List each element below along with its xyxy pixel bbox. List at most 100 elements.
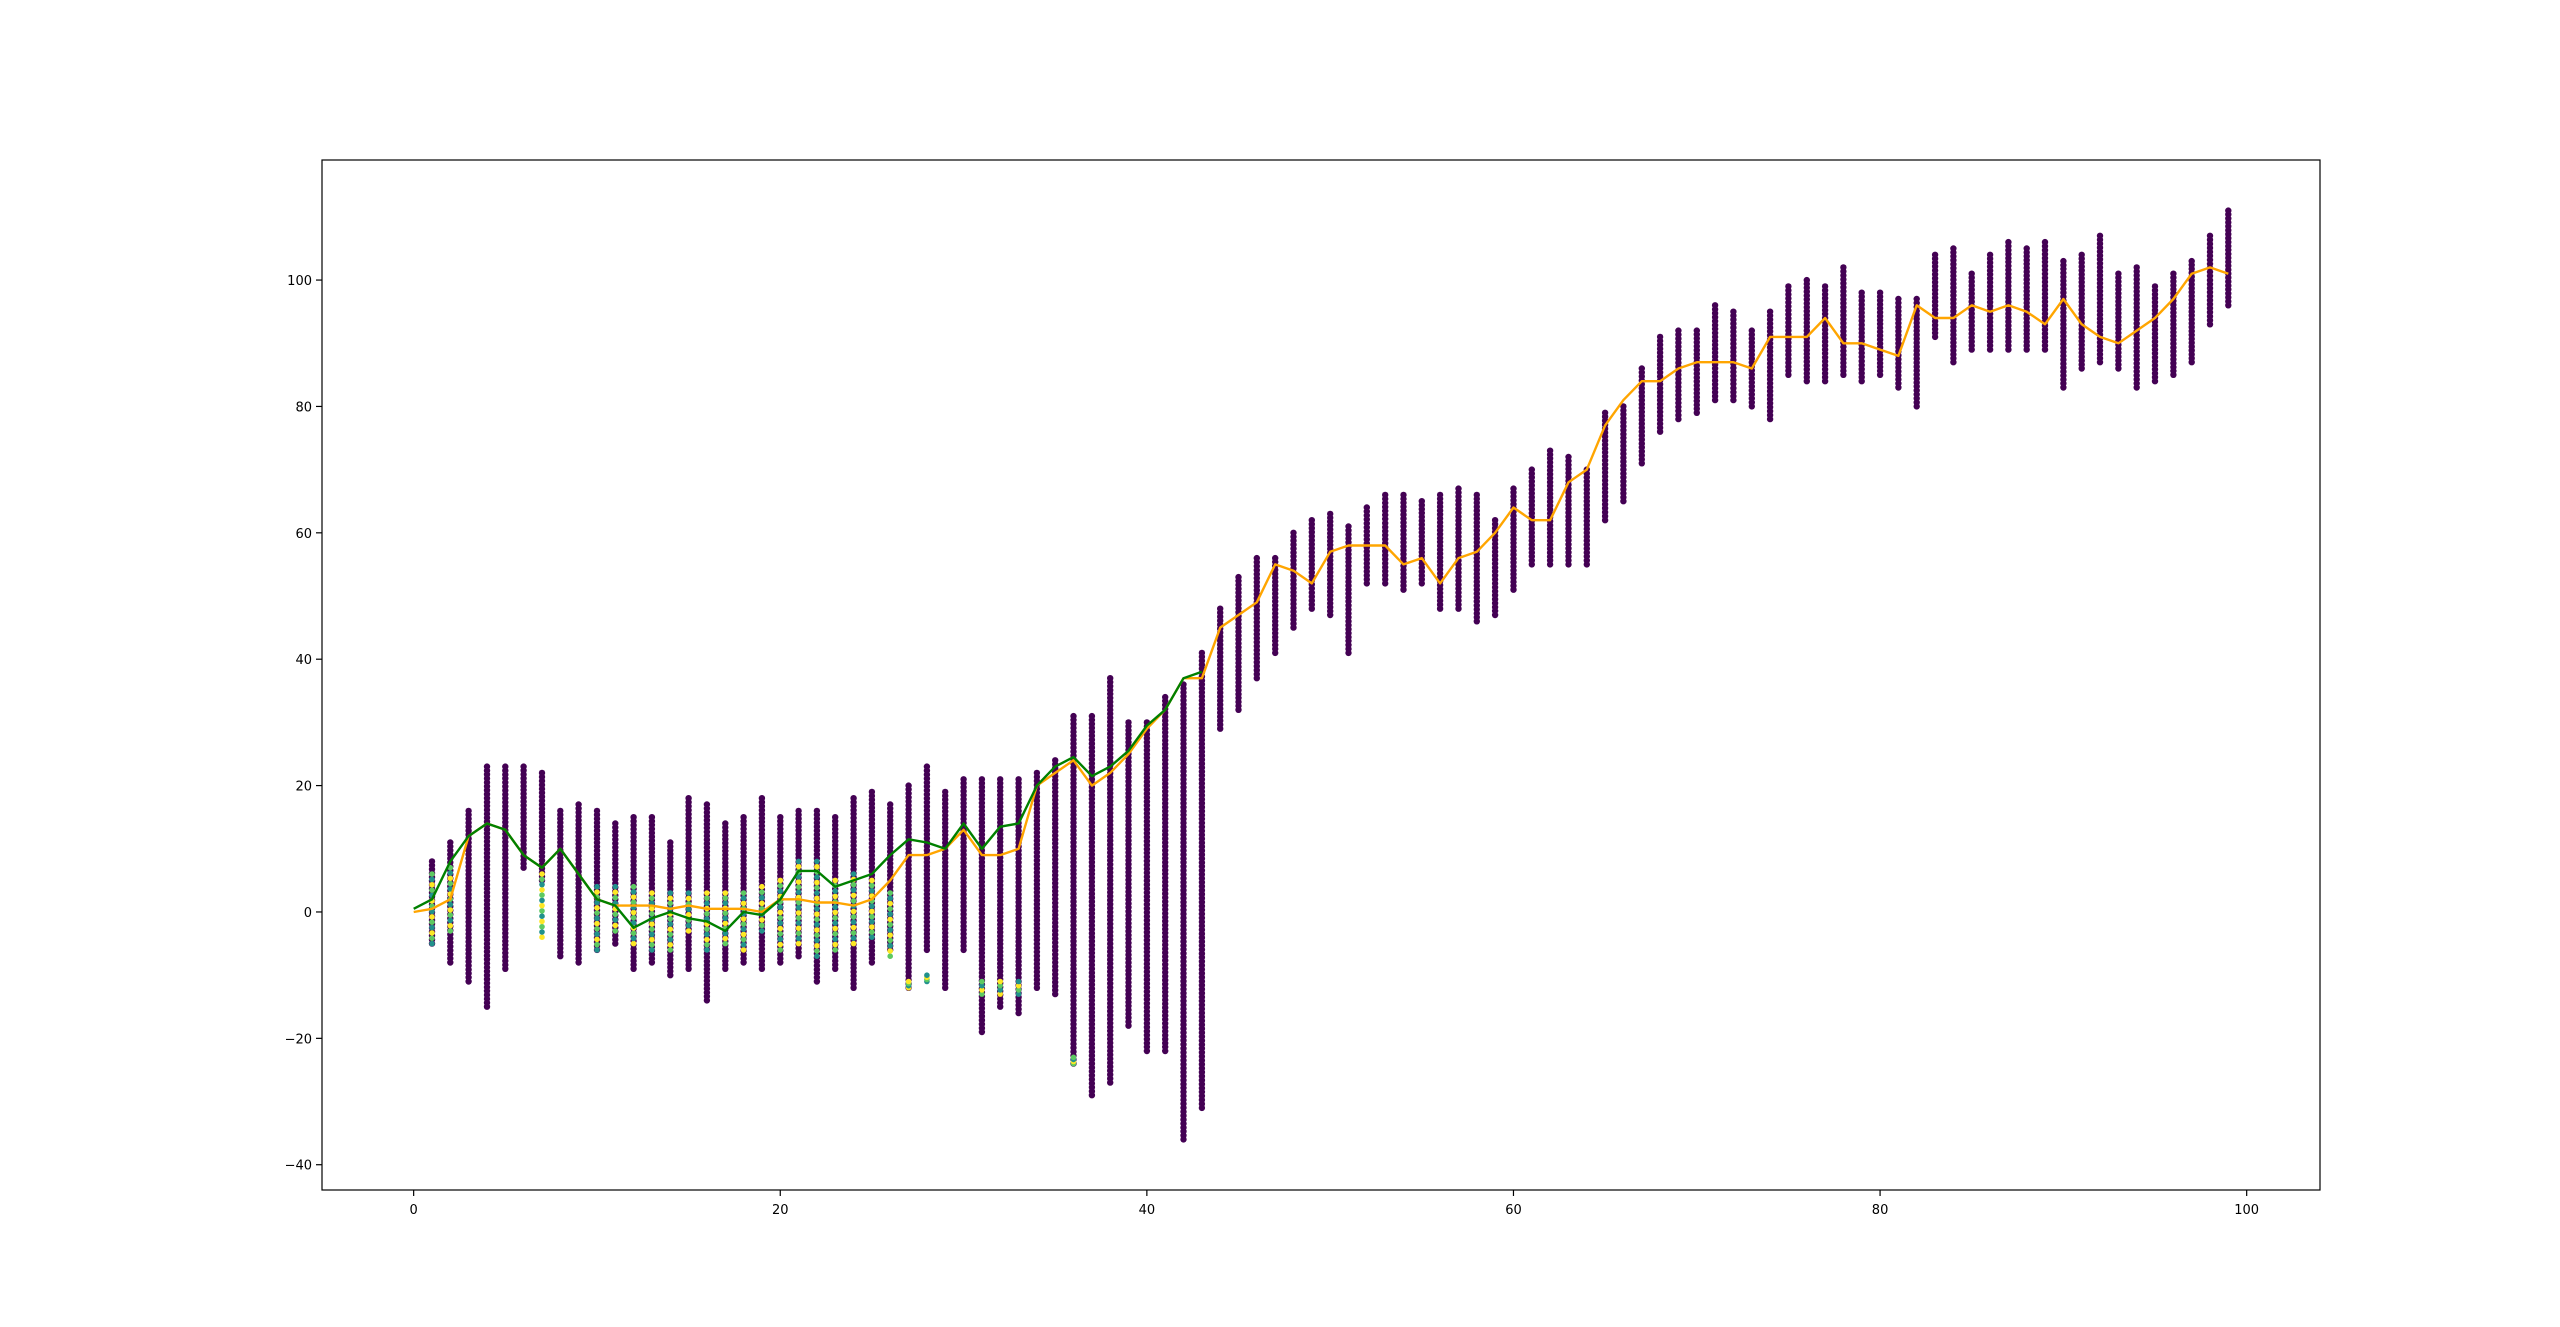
x-tick-label: 20 bbox=[772, 1203, 789, 1218]
scatter-point-highlight bbox=[649, 921, 655, 927]
scatter-point-highlight bbox=[704, 900, 710, 907]
scatter-point-highlight bbox=[685, 928, 692, 934]
scatter-point-highlight bbox=[832, 936, 838, 942]
scatter-point bbox=[2151, 283, 2159, 290]
scatter-point-highlight bbox=[594, 889, 600, 895]
scatter-point-highlight bbox=[759, 889, 765, 895]
scatter-point-highlight bbox=[850, 930, 857, 936]
scatter-point bbox=[1272, 554, 1279, 562]
scatter-point-highlight bbox=[887, 895, 893, 902]
scatter-point bbox=[1455, 485, 1462, 492]
scatter-point bbox=[1125, 719, 1132, 726]
scatter-point-highlight bbox=[685, 922, 692, 929]
scatter-point-highlight bbox=[850, 940, 857, 947]
scatter-point bbox=[2060, 257, 2067, 265]
scatter-point-highlight bbox=[979, 982, 985, 989]
scatter-point-highlight bbox=[740, 921, 747, 927]
scatter-point-highlight bbox=[722, 895, 729, 901]
scatter-point bbox=[1400, 491, 1407, 499]
scatter-point-highlight bbox=[795, 889, 802, 895]
scatter-point-highlight bbox=[667, 900, 674, 907]
scatter-point-highlight bbox=[814, 879, 820, 886]
scatter-point-highlight bbox=[887, 942, 893, 949]
scatter-point-highlight bbox=[777, 904, 784, 910]
scatter-point-highlight bbox=[539, 897, 545, 904]
scatter-point bbox=[1107, 675, 1114, 682]
plot-area-frame bbox=[321, 159, 2321, 1191]
scatter-point-highlight bbox=[667, 926, 674, 932]
scatter-point-highlight bbox=[777, 925, 784, 932]
scatter-point-highlight bbox=[795, 879, 802, 885]
scatter-point-highlight bbox=[795, 910, 802, 916]
scatter-point-highlight bbox=[979, 987, 985, 993]
scatter-point-highlight bbox=[832, 888, 838, 894]
scatter-point-highlight bbox=[759, 883, 765, 890]
scatter-point-highlight bbox=[777, 909, 784, 916]
scatter-point-highlight bbox=[887, 921, 893, 928]
y-tick-label: 0 bbox=[304, 906, 312, 921]
scatter-point bbox=[1528, 466, 1536, 473]
scatter-point-highlight bbox=[740, 916, 747, 922]
scatter-point-highlight bbox=[850, 919, 857, 925]
scatter-point-highlight bbox=[740, 931, 747, 938]
scatter-point bbox=[2041, 238, 2049, 246]
scatter-point-highlight bbox=[814, 937, 820, 944]
scatter-point-highlight bbox=[447, 901, 454, 908]
scatter-point-highlight bbox=[832, 877, 838, 884]
scatter-point-highlight bbox=[887, 890, 893, 896]
scatter-point-highlight bbox=[539, 902, 545, 909]
scatter-point bbox=[2023, 245, 2030, 252]
scatter-point-highlight bbox=[1015, 987, 1022, 993]
scatter-point-highlight bbox=[667, 941, 674, 948]
scatter-point-highlight bbox=[850, 914, 857, 920]
scatter-point-highlight bbox=[447, 875, 454, 882]
scatter-point-highlight bbox=[594, 947, 600, 953]
scatter-point bbox=[1162, 693, 1169, 701]
scatter-point bbox=[1015, 776, 1022, 783]
scatter-point-highlight bbox=[997, 991, 1003, 997]
scatter-point-highlight bbox=[594, 920, 600, 927]
scatter-point bbox=[1327, 510, 1334, 518]
scatter-point-highlight bbox=[795, 884, 802, 890]
scatter-point-highlight bbox=[887, 927, 893, 933]
scatter-point bbox=[502, 763, 509, 770]
scatter-point bbox=[1473, 491, 1481, 499]
scatter-point-highlight bbox=[869, 934, 875, 940]
scatter-point-highlight bbox=[850, 924, 857, 931]
scatter-point bbox=[465, 807, 472, 815]
scatter-point-highlight bbox=[539, 881, 545, 888]
scatter-point-highlight bbox=[850, 935, 857, 941]
x-axis: 0 20 40 60 80 100 bbox=[410, 1190, 2259, 1218]
scatter-point bbox=[722, 820, 729, 827]
x-tick-label: 60 bbox=[1505, 1203, 1522, 1218]
scatter-point-highlight bbox=[814, 890, 820, 896]
scatter-point-highlight bbox=[539, 887, 545, 893]
scatter-point-highlight bbox=[722, 935, 729, 942]
scatter-point-highlight bbox=[667, 936, 674, 943]
scatter-point bbox=[685, 795, 692, 802]
y-tick-label: 80 bbox=[295, 400, 312, 415]
scatter-point-highlight bbox=[704, 931, 710, 938]
scatter-point-highlight bbox=[685, 895, 692, 902]
scatter-point bbox=[978, 776, 986, 783]
scatter-point bbox=[1308, 517, 1316, 524]
scatter-point-highlight bbox=[887, 953, 893, 959]
scatter-point bbox=[2206, 232, 2214, 239]
scatter-point-highlight bbox=[649, 941, 655, 948]
scatter-point bbox=[997, 776, 1004, 783]
scatter-point-highlight bbox=[740, 926, 747, 932]
scatter-point-highlight bbox=[814, 921, 820, 928]
scatter-point-highlight bbox=[704, 936, 710, 943]
scatter-point-highlight bbox=[795, 940, 802, 947]
scatter-point-highlight bbox=[1015, 991, 1022, 997]
scatter-point-highlight bbox=[685, 890, 692, 896]
scatter-point-highlight bbox=[612, 911, 619, 918]
scatter-point bbox=[2225, 207, 2232, 214]
scatter-point-highlight bbox=[630, 883, 637, 890]
scatter-point-highlight bbox=[704, 890, 710, 896]
scatter-point-highlight bbox=[814, 858, 820, 865]
scatter-point-highlight bbox=[429, 887, 435, 893]
scatter-point-highlight bbox=[777, 936, 784, 942]
scatter-point bbox=[1070, 712, 1077, 720]
